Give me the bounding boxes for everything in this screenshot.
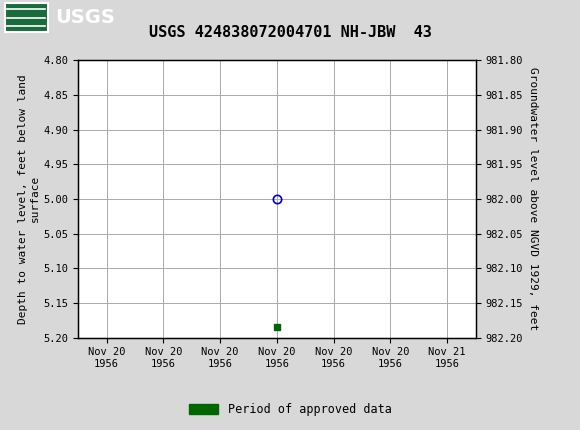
Y-axis label: Depth to water level, feet below land
surface: Depth to water level, feet below land su… <box>18 74 39 324</box>
Text: USGS 424838072004701 NH-JBW  43: USGS 424838072004701 NH-JBW 43 <box>148 25 432 40</box>
FancyBboxPatch shape <box>5 3 48 32</box>
Legend: Period of approved data: Period of approved data <box>184 398 396 421</box>
Text: USGS: USGS <box>55 8 115 27</box>
Y-axis label: Groundwater level above NGVD 1929, feet: Groundwater level above NGVD 1929, feet <box>528 67 538 331</box>
